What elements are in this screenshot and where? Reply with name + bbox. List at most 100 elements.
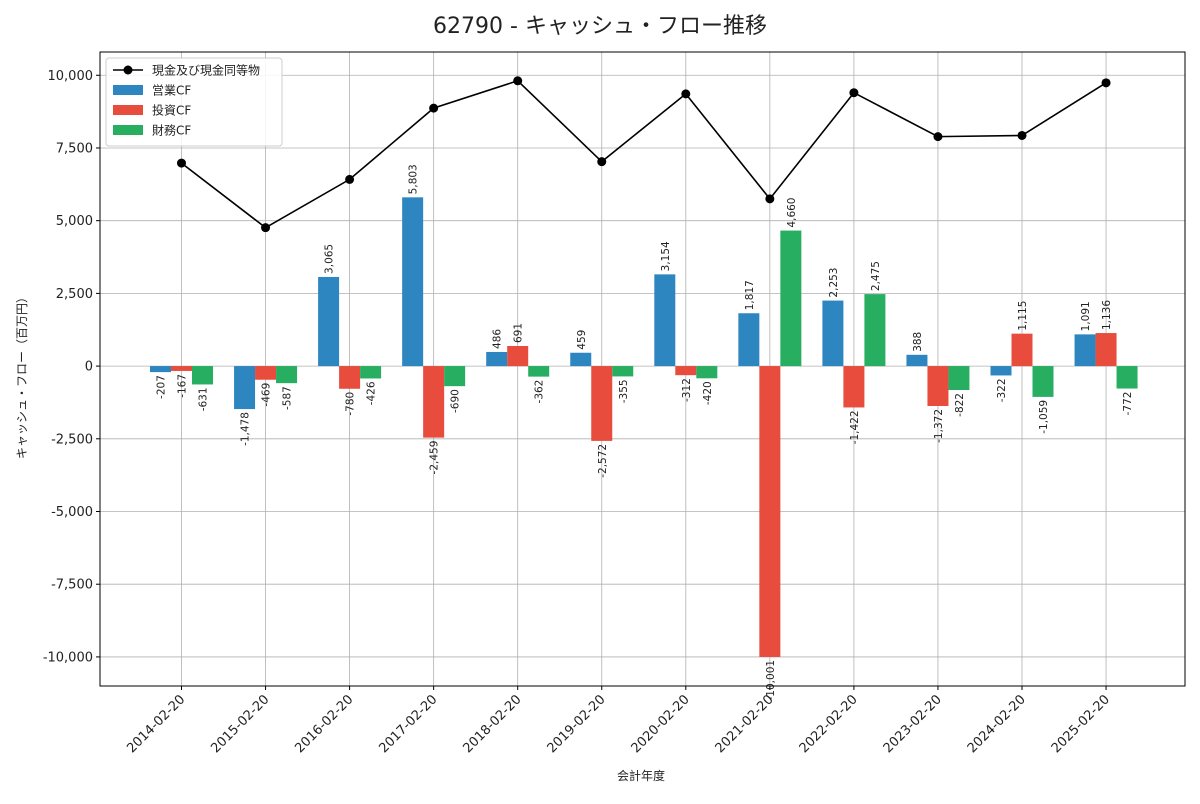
plot-frame <box>99 51 1186 687</box>
bar <box>318 276 340 367</box>
x-tick-label: 2025-02-20 <box>1049 692 1113 756</box>
bar <box>1116 366 1138 389</box>
bar <box>423 366 445 438</box>
y-tick-label: -7,500 <box>51 578 93 593</box>
bar <box>654 274 676 367</box>
bar-value-label: -822 <box>954 393 966 417</box>
bar-value-label: -420 <box>702 381 714 405</box>
y-tick-label: 7,500 <box>56 141 93 156</box>
bar-value-label: -312 <box>681 378 693 402</box>
y-tick-label: 5,000 <box>56 214 93 229</box>
x-tick-label: 2015-02-20 <box>208 692 272 756</box>
x-tick-label: 2022-02-20 <box>797 692 861 756</box>
cash-point <box>765 194 775 204</box>
bar-value-label: -587 <box>282 386 294 410</box>
y-tick-label: 2,500 <box>56 287 93 302</box>
x-tick-label: 2014-02-20 <box>124 692 188 756</box>
bar <box>528 366 550 377</box>
x-tick-label: 2023-02-20 <box>881 692 945 756</box>
bar <box>1095 333 1117 367</box>
bar <box>507 345 529 367</box>
bar-value-label: 459 <box>576 330 588 350</box>
y-tick-label: 0 <box>85 360 93 375</box>
y-tick-label: -10,000 <box>43 650 93 665</box>
bar-value-label: -10,001 <box>765 660 777 701</box>
bars <box>150 197 1138 657</box>
bar-value-label: 1,091 <box>1080 301 1092 331</box>
bar <box>612 366 634 377</box>
bar <box>759 366 781 657</box>
bar-value-label: 1,115 <box>1017 301 1029 331</box>
legend-marker <box>123 65 133 75</box>
bar <box>570 352 592 367</box>
bar-value-label: -426 <box>366 381 378 405</box>
bar-value-label: -690 <box>450 389 462 413</box>
x-tick-label: 2018-02-20 <box>460 692 524 756</box>
bar-value-label: -780 <box>345 392 357 416</box>
bar-value-label: 1,136 <box>1101 300 1113 330</box>
y-axis: -10,000 -7,500 -5,000 -2,500 0 2,500 5,000 7,50… <box>43 69 100 665</box>
bar <box>948 366 970 390</box>
bar <box>591 366 613 441</box>
x-tick-label: 2020-02-20 <box>629 692 693 756</box>
legend-swatch <box>113 105 143 115</box>
bar <box>1011 333 1033 367</box>
bar-value-label: 3,154 <box>660 241 672 271</box>
x-tick-label: 2021-02-20 <box>713 692 777 756</box>
bar <box>780 230 802 367</box>
chart-title: 62790 - キャッシュ・フロー推移 <box>433 14 767 39</box>
bar <box>675 366 697 376</box>
cash-point <box>933 132 943 142</box>
legend-swatch <box>113 85 143 95</box>
cash-point <box>1017 130 1027 140</box>
bar-value-label: -1,478 <box>240 412 252 446</box>
bar-value-label: 691 <box>513 323 525 343</box>
bar-value-label: 5,803 <box>408 164 420 194</box>
legend-swatch <box>113 125 143 135</box>
bar-value-label: 3,065 <box>324 244 336 274</box>
bar-value-label: -322 <box>996 378 1008 402</box>
cash-point <box>1101 78 1111 88</box>
cash-line-path <box>181 79 1107 229</box>
bar <box>234 366 256 410</box>
legend-label: 現金及び現金同等物 <box>152 63 260 78</box>
bar <box>444 366 466 387</box>
legend-label: 営業CF <box>152 84 191 98</box>
bar-value-label: -2,572 <box>597 444 609 478</box>
bar-value-label: -1,059 <box>1038 400 1050 434</box>
y-tick-label: -5,000 <box>51 505 93 520</box>
bar <box>927 366 949 406</box>
legend-label: 財務CF <box>152 123 191 138</box>
y-axis-label: キャッシュ・フロー（百万円） <box>15 291 29 459</box>
bar-value-label: 486 <box>492 329 504 349</box>
bar-value-label: -469 <box>261 383 273 407</box>
bar-value-label: -2,459 <box>429 441 441 475</box>
cash-point <box>513 76 523 86</box>
bar <box>843 366 865 408</box>
bar <box>1074 334 1096 367</box>
cash-point <box>429 103 439 113</box>
cash-point <box>681 89 691 99</box>
bar-value-label: 2,253 <box>828 268 840 298</box>
bar <box>360 366 382 379</box>
bar-value-label: 4,660 <box>786 198 798 228</box>
bar <box>906 354 928 367</box>
bar <box>696 366 718 379</box>
cash-point <box>261 223 271 233</box>
bar <box>192 366 213 385</box>
bar <box>339 366 361 389</box>
bar-value-label: 1,817 <box>744 280 756 310</box>
bar <box>738 313 760 367</box>
bar <box>1032 366 1054 397</box>
bar-value-label: 2,475 <box>870 261 882 291</box>
y-tick-label: -2,500 <box>51 432 93 447</box>
cash-point <box>597 157 607 167</box>
bar-value-label: -207 <box>156 375 168 399</box>
y-tick-label: 10,000 <box>48 69 94 84</box>
x-axis: 2014-02-20 2015-02-20 2016-02-20 2017-02-20… <box>124 686 1113 756</box>
legend-label: 投資CF <box>152 103 191 118</box>
x-tick-label: 2024-02-20 <box>965 692 1029 756</box>
